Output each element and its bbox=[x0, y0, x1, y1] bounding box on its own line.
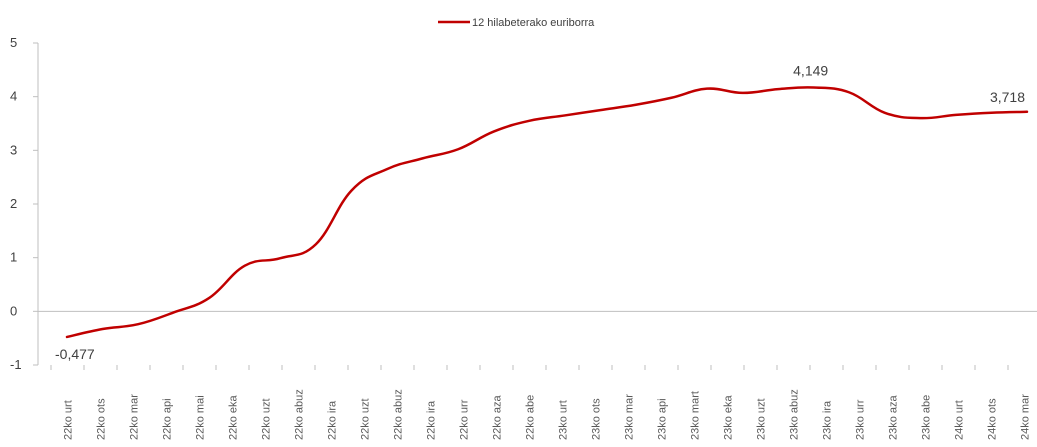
x-tick-label: 24ko mar bbox=[1020, 394, 1032, 440]
x-tick-label: 23ko mart bbox=[690, 391, 702, 440]
x-tick-label: 24ko urt bbox=[954, 400, 966, 440]
x-tick-label: 22ko ira bbox=[327, 400, 339, 440]
y-tick-label: 4 bbox=[10, 89, 17, 104]
x-tick-label: 22ko abe bbox=[525, 395, 537, 440]
y-tick-label: 3 bbox=[10, 142, 17, 157]
x-tick-label: 23ko urt bbox=[558, 400, 570, 440]
x-tick-label: 23ko abuz bbox=[789, 389, 801, 440]
x-tick-label: 22ko eka bbox=[228, 394, 240, 440]
x-tick-label: 22ko ira bbox=[426, 400, 438, 440]
y-tick-label: 1 bbox=[10, 250, 17, 265]
x-axis: 22ko urt 22ko ots 22ko mar 22ko api 22ko mai… bbox=[38, 310, 1037, 440]
data-label: 3,718 bbox=[990, 89, 1025, 105]
y-tick-label: 2 bbox=[10, 196, 17, 211]
y-tick-label: 5 bbox=[10, 35, 17, 50]
x-tick-label: 23ko urr bbox=[855, 399, 867, 440]
x-tick-label: 24ko ots bbox=[987, 398, 999, 440]
x-tick-label: 22ko mar bbox=[129, 394, 141, 440]
x-tick-label: 22ko urr bbox=[459, 399, 471, 440]
x-tick-label: 23ko mar bbox=[624, 394, 636, 440]
x-tick-label: 23ko abe bbox=[921, 395, 933, 440]
x-tick-label: 22ko uzt bbox=[360, 398, 372, 440]
x-tick-label: 23ko eka bbox=[723, 394, 735, 440]
x-tick-label: 23ko aza bbox=[888, 394, 900, 440]
x-tick-label: 22ko uzt bbox=[261, 398, 273, 440]
x-tick-label: 22ko api bbox=[162, 398, 174, 440]
data-labels: -0,477 4,149 3,718 bbox=[55, 63, 1025, 362]
series-layer bbox=[65, 86, 1029, 339]
x-tick-label: 22ko ots bbox=[96, 398, 108, 440]
y-tick-label: 0 bbox=[10, 303, 17, 318]
x-tick-label: 22ko urt bbox=[63, 400, 75, 440]
x-tick-label: 22ko mai bbox=[195, 395, 207, 440]
data-label: -0,477 bbox=[55, 346, 95, 362]
x-tick-label: 22ko aza bbox=[492, 394, 504, 440]
legend-label: 12 hilabeterako euriborra bbox=[472, 17, 595, 29]
x-tick-label: 22ko abuz bbox=[393, 389, 405, 440]
x-tick-label: 23ko api bbox=[657, 398, 669, 440]
y-axis: -1 0 1 2 3 4 5 bbox=[10, 35, 39, 372]
x-tick-label: 22ko abuz bbox=[294, 389, 306, 440]
x-tick-label: 23ko uzt bbox=[756, 398, 768, 440]
y-tick-label: -1 bbox=[10, 357, 22, 372]
series-line bbox=[65, 86, 1029, 339]
data-label: 4,149 bbox=[793, 63, 828, 79]
x-tick-label: 23ko ots bbox=[591, 398, 603, 440]
legend: 12 hilabeterako euriborra bbox=[438, 17, 595, 29]
x-tick-label: 23ko ira bbox=[822, 400, 834, 440]
